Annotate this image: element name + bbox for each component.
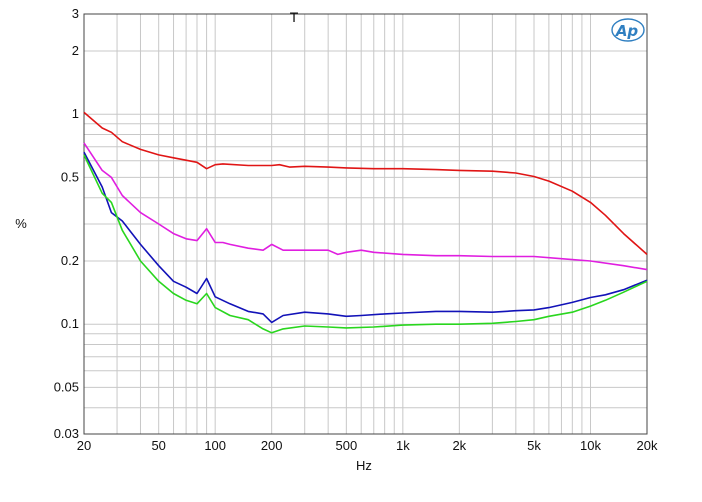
y-tick-label: 1: [72, 106, 79, 121]
y-tick-label: 2: [72, 43, 79, 58]
y-tick-label: 0.2: [61, 253, 79, 268]
y-axis-label: %: [15, 216, 27, 231]
y-tick-label: 0.05: [54, 379, 79, 394]
series-group: [83, 111, 648, 334]
y-tick-label: 3: [72, 6, 79, 21]
x-tick-label: 20k: [637, 438, 658, 453]
ap-logo-ring: [611, 18, 645, 42]
y-tick-label: 0.1: [61, 316, 79, 331]
x-tick-label: 1k: [396, 438, 410, 453]
y-tick-label: 0.5: [61, 169, 79, 184]
plot-frame: [83, 13, 648, 435]
x-tick-label: 20: [77, 438, 91, 453]
series-line-4: [83, 154, 648, 334]
ap-logo-text: Ap: [615, 22, 639, 40]
series-line-3: [83, 151, 648, 324]
x-tick-label: 500: [335, 438, 357, 453]
series-line-1: [83, 111, 648, 255]
chart-title: T: [290, 9, 299, 25]
x-axis-label: Hz: [356, 458, 372, 473]
x-tick-label: 2k: [452, 438, 466, 453]
x-tick-label: 50: [151, 438, 165, 453]
x-tick-labels: 20 50 100 200 500 1k 2k 5k 10k 20k: [77, 438, 658, 453]
x-tick-label: 100: [204, 438, 226, 453]
ap-logo: Ap: [611, 18, 645, 42]
y-tick-label: 0.03: [54, 426, 79, 441]
y-tick-labels: 0.03 0.05 0.1 0.2 0.5 1 2 3: [54, 6, 79, 441]
series-line-2: [83, 142, 648, 271]
x-tick-label: 10k: [580, 438, 601, 453]
grid: [84, 14, 647, 434]
x-tick-label: 5k: [527, 438, 541, 453]
x-tick-label: 200: [261, 438, 283, 453]
